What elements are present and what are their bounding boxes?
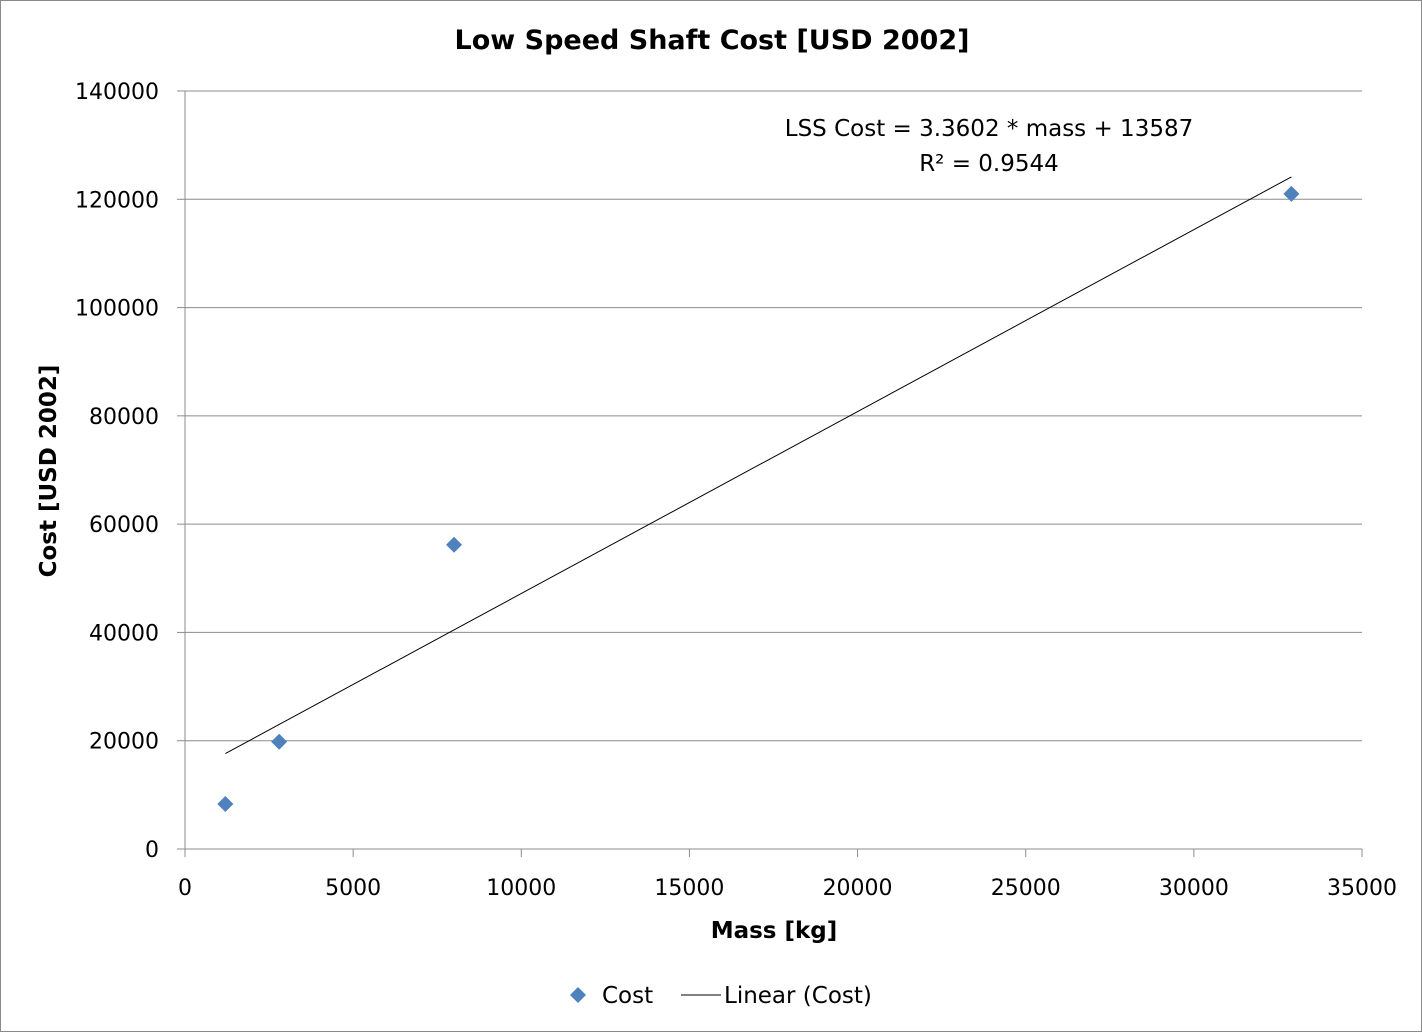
y-tick-label-60000: 60000 [89, 513, 159, 538]
data-point-1 [217, 796, 234, 813]
y-tick-label-0: 0 [145, 838, 159, 863]
y-axis-title: Cost [USD 2002] [36, 365, 62, 578]
data-point-3 [446, 536, 463, 553]
x-tick-label-35000: 35000 [1327, 876, 1397, 901]
x-tick-label-10000: 10000 [486, 876, 556, 901]
data-point-2 [271, 733, 288, 750]
y-tick-label-140000: 140000 [75, 80, 159, 105]
x-axis-title: Mass [kg] [711, 918, 838, 944]
y-tick-label-40000: 40000 [89, 621, 159, 646]
trendline-group [225, 176, 1292, 755]
data-point-4 [1283, 185, 1300, 202]
y-tick-labels: 0 20000 40000 60000 80000 100000 120000 140000 [75, 80, 159, 863]
trendline-equation: LSS Cost = 3.3602 * mass + 13587 [785, 116, 1193, 142]
x-tick-label-15000: 15000 [654, 876, 724, 901]
x-tick-labels: 0 5000 10000 15000 20000 25000 30000 35000 [178, 876, 1397, 901]
legend-label-linear: Linear (Cost) [724, 983, 872, 1009]
axes [177, 90, 1363, 857]
x-tick-label-25000: 25000 [991, 876, 1061, 901]
y-tick-label-100000: 100000 [75, 297, 159, 322]
gridlines [185, 90, 1362, 742]
x-tick-label-5000: 5000 [325, 876, 381, 901]
y-tick-label-120000: 120000 [75, 188, 159, 213]
trendline [225, 176, 1292, 755]
y-tick-label-80000: 80000 [89, 405, 159, 430]
legend-marker-cost [570, 987, 586, 1003]
trendline-r-squared: R² = 0.9544 [919, 151, 1059, 177]
y-tick-label-20000: 20000 [89, 730, 159, 755]
x-tick-label-20000: 20000 [823, 876, 893, 901]
data-points [217, 185, 1300, 813]
x-tick-label-30000: 30000 [1159, 876, 1229, 901]
chart-title: Low Speed Shaft Cost [USD 2002] [455, 25, 970, 56]
legend-label-cost: Cost [602, 983, 653, 1009]
legend: Cost Linear (Cost) [570, 983, 872, 1009]
x-tick-label-0: 0 [178, 876, 192, 901]
